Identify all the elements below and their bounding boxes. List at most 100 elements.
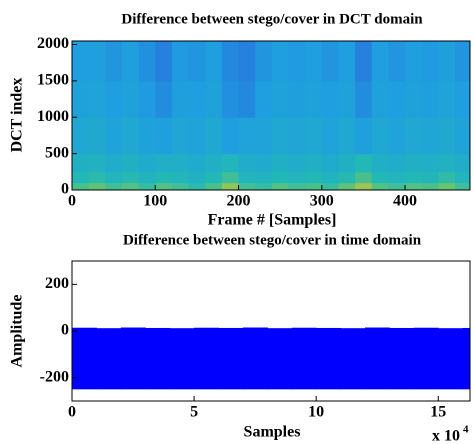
heatmap-cell [205, 153, 223, 173]
heatmap-cell [355, 117, 373, 155]
heatmap-cell [171, 153, 190, 173]
heatmap-cell [121, 182, 140, 191]
heatmap-cell [105, 41, 123, 82]
heatmap-cell [88, 80, 106, 118]
heatmap-cell [338, 117, 356, 155]
heatmap-cell [138, 182, 156, 191]
signal-band [267, 328, 293, 390]
heatmap-cell [371, 182, 389, 191]
signal-band [389, 327, 415, 390]
heatmap-cell [238, 171, 256, 184]
x-tick-label: 10 [308, 404, 324, 421]
heatmap-cell [438, 80, 456, 118]
heatmap-cell [72, 171, 90, 184]
heatmap-cell [121, 117, 140, 155]
heatmap-cell [288, 182, 306, 191]
heatmap-cell [88, 182, 106, 191]
heatmap-cell [88, 153, 106, 173]
heatmap-cell [305, 153, 323, 173]
heatmap-cell [305, 171, 323, 184]
heatmap-cell [405, 41, 423, 82]
heatmap-cell [288, 153, 306, 173]
heatmap-cell [205, 41, 223, 82]
signal-band [72, 327, 97, 390]
heatmap-cell [188, 41, 206, 82]
heatmap-cell [72, 41, 90, 82]
heatmap-cell [271, 117, 289, 155]
signal-band [145, 327, 171, 390]
heatmap-cell [338, 41, 356, 82]
heatmap-cell [355, 80, 373, 118]
signal-band [242, 327, 268, 390]
heatmap-cell [221, 117, 240, 155]
heatmap-cell [105, 117, 123, 155]
heatmap-cell [72, 117, 90, 155]
heatmap-cell [121, 41, 140, 82]
heatmap-cell [355, 171, 373, 184]
heatmap-cell [121, 171, 140, 184]
heatmap-cell [355, 153, 373, 173]
heatmap-cell [305, 182, 323, 191]
heatmap-cell [221, 80, 240, 118]
heatmap-cell [105, 153, 123, 173]
heatmap-cell [105, 80, 123, 118]
heatmap-cell [221, 182, 240, 191]
y-tick-label: -200 [40, 368, 69, 385]
heatmap-cell [388, 182, 406, 191]
x-tick-label: 5 [190, 404, 198, 421]
heatmap-cell [321, 117, 339, 155]
heatmap-cell [371, 117, 389, 155]
heatmap-cell [171, 80, 190, 118]
heatmap-cell [388, 80, 406, 118]
heatmap-cell [321, 153, 339, 173]
heatmap-cell [421, 182, 439, 191]
heatmap-cell [221, 153, 240, 173]
heatmap-cell [455, 117, 471, 155]
heatmap-cell [288, 117, 306, 155]
signal-band [194, 327, 220, 390]
heatmap-cell [455, 171, 471, 184]
heatmap-cell [72, 153, 90, 173]
heatmap-cell [338, 182, 356, 191]
heatmap-cell [388, 117, 406, 155]
heatmap-cell [271, 153, 289, 173]
heatmap-cell [455, 153, 471, 173]
x-tick-label: 400 [393, 193, 417, 210]
x-multiplier: x 10 [432, 428, 460, 444]
x-tick-label: 300 [310, 193, 334, 210]
x-axis-label: Frame # [Samples] [208, 212, 337, 229]
heatmap-cell [338, 80, 356, 118]
heatmap-cell [455, 41, 471, 82]
heatmap-cell [171, 182, 190, 191]
heatmap-cell [238, 41, 256, 82]
signal-band [120, 327, 146, 390]
heatmap-cell [305, 117, 323, 155]
heatmap-cell [371, 80, 389, 118]
heatmap-cell [405, 171, 423, 184]
signal-band [218, 327, 244, 390]
signal-band [413, 327, 439, 390]
heatmap-cell [188, 117, 206, 155]
heatmap-cell [155, 117, 173, 155]
heatmap-cell [155, 171, 173, 184]
heatmap-cell [155, 80, 173, 118]
x-tick-label: 0 [68, 193, 76, 210]
heatmap-cell [438, 153, 456, 173]
heatmap-cell [138, 153, 156, 173]
heatmap-cell [255, 182, 273, 191]
signal-band [316, 327, 342, 390]
heatmap-cell [105, 171, 123, 184]
heatmap-cell [155, 41, 173, 82]
heatmap-cell [221, 171, 240, 184]
x-multiplier-exponent: 4 [463, 424, 469, 436]
heatmap-cell [155, 182, 173, 191]
y-tick-label: 200 [45, 275, 69, 292]
heatmap-cell [72, 80, 90, 118]
heatmap-cell [188, 182, 206, 191]
heatmap-cell [205, 182, 223, 191]
heatmap-cell [121, 80, 140, 118]
y-tick-label: 1000 [37, 108, 69, 125]
heatmap-cell [388, 153, 406, 173]
heatmap-cell [321, 171, 339, 184]
